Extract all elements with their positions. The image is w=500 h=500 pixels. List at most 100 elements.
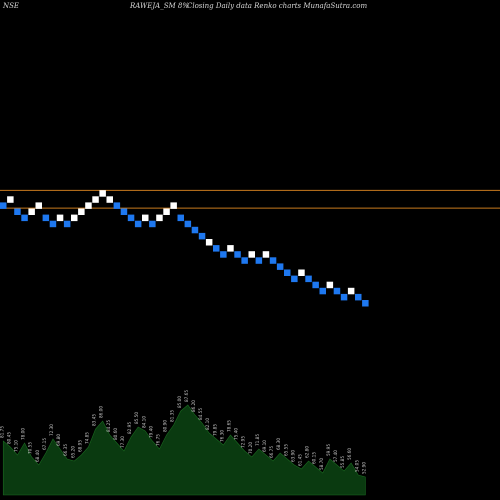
renko-brick-up [347, 287, 355, 295]
volume-label: 82.95 [127, 422, 132, 434]
renko-brick-down [305, 275, 312, 283]
volume-label: 78.65 [226, 420, 231, 432]
renko-brick-up [56, 214, 64, 222]
renko-brick-down [127, 214, 135, 222]
volume-area [2, 404, 366, 496]
renko-brick-down [42, 214, 50, 222]
renko-brick-up [298, 269, 305, 276]
renko-brick-down [14, 208, 21, 215]
renko-brick-down [0, 202, 7, 209]
volume-label: 61.45 [297, 454, 302, 466]
volume-label: 78.00 [21, 428, 26, 440]
renko-brick-down [49, 220, 57, 228]
renko-brick-down [333, 287, 341, 295]
volume-label: 60.15 [312, 452, 317, 464]
renko-brick-down [355, 293, 362, 301]
volume-label: 77.30 [120, 436, 125, 448]
renko-brick-up [326, 281, 334, 289]
volume-label: 59.95 [326, 444, 331, 456]
volume-label: 76.30 [219, 430, 224, 442]
exchange-label: NSE [2, 2, 19, 10]
volume-label: 80.60 [113, 428, 118, 440]
volume-label: 70.55 [28, 442, 33, 454]
renko-brick-down [319, 287, 326, 295]
volume-label: 68.40 [35, 450, 40, 462]
renko-brick-down [291, 275, 298, 283]
renko-brick-down [241, 257, 248, 264]
volume-label: 79.85 [212, 424, 217, 436]
volume-label: 68.30 [276, 438, 281, 450]
volume-label: 75.10 [13, 440, 18, 452]
volume-label: 80.90 [163, 420, 168, 432]
volume-label: 87.65 [184, 390, 189, 402]
renko-brick-up [106, 196, 113, 203]
volume-label: 52.90 [361, 462, 366, 474]
renko-brick-up [227, 245, 234, 252]
volume-label: 69.10 [262, 440, 267, 452]
renko-brick-down [220, 251, 227, 258]
volume-label: 67.15 [42, 438, 47, 450]
renko-brick-up [85, 202, 92, 209]
volume-label: 81.35 [170, 410, 175, 422]
renko-brick-up [170, 202, 177, 209]
renko-brick-down [113, 202, 121, 209]
renko-brick-down [312, 281, 319, 289]
renko-brick-up [163, 208, 170, 215]
renko-brick-down [149, 220, 156, 228]
renko-brick-up [35, 202, 42, 209]
volume-label: 66.35 [63, 444, 68, 456]
volume-label: 81.75 [0, 426, 4, 438]
renko-brick-down [284, 269, 291, 276]
renko-brick-down [191, 226, 199, 234]
renko-brick-down [120, 208, 128, 215]
volume-label: 65.55 [283, 444, 288, 456]
renko-brick-down [198, 232, 206, 240]
volume-label: 85.50 [134, 412, 139, 424]
renko-brick-up [99, 190, 106, 197]
renko-brick-down [184, 220, 192, 228]
volume-label: 63.90 [290, 450, 295, 462]
renko-brick-up [156, 214, 163, 222]
resistance-lines [0, 189, 500, 209]
volume-label: 54.05 [354, 460, 359, 472]
renko-brick-down [21, 214, 28, 222]
renko-brick-up [248, 251, 255, 258]
renko-brick-down [134, 220, 142, 228]
volume-label: 57.40 [333, 450, 338, 462]
volume-label: 66.75 [269, 446, 274, 458]
volume-label: 72.30 [49, 424, 54, 436]
renko-brick-up [262, 251, 270, 258]
volume-label: 58.70 [319, 458, 324, 470]
volume-label: 71.85 [255, 434, 260, 446]
renko-brick-down [276, 263, 284, 270]
chart-description: Closing Daily data Renko charts MunafaSu… [187, 2, 367, 10]
renko-brick-down [234, 251, 241, 258]
volume-label: 56.60 [347, 448, 352, 460]
renko-brick-up [78, 208, 85, 215]
volume-panel: 81.75 80.4575.1078.0070.5568.4067.1572.30… [0, 390, 366, 496]
volume-label: 86.20 [191, 400, 196, 412]
renko-brick-down [255, 257, 263, 264]
volume-label: 76.75 [155, 434, 160, 446]
volume-label: 84.10 [141, 416, 146, 428]
volume-label: 74.85 [84, 432, 89, 444]
renko-brick-up [71, 214, 78, 222]
renko-brick-down [269, 257, 277, 264]
volume-label: 70.20 [248, 442, 253, 454]
renko-brick-down [63, 220, 71, 228]
volume-label: 86.00 [99, 406, 104, 418]
volume-label: 80.45 [6, 432, 11, 444]
renko-brick-up [7, 196, 14, 203]
renko-brick-up [142, 214, 149, 222]
renko-brick-up [28, 208, 35, 215]
renko-brick-down [177, 214, 184, 222]
volume-label: 79.40 [148, 426, 153, 438]
volume-label: 82.10 [205, 418, 210, 430]
volume-label: 69.80 [56, 434, 61, 446]
renko-brick-down [340, 293, 348, 301]
volume-label: 72.95 [241, 436, 246, 448]
volume-label: 75.40 [234, 428, 239, 440]
volume-label: 84.55 [198, 408, 203, 420]
